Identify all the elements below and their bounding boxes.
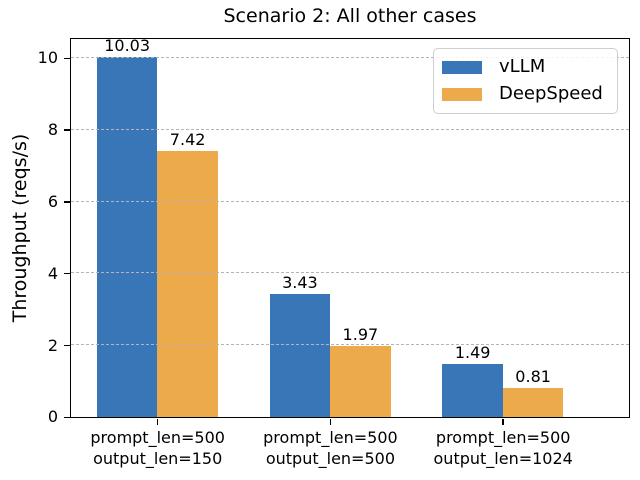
x-tick-mark [156, 418, 159, 425]
bar-deepspeed-0 [157, 150, 218, 417]
y-tick-mark [64, 344, 70, 347]
legend-swatch-vllm [442, 60, 482, 74]
bar-value-label: 0.81 [515, 366, 551, 386]
legend-item-vllm: vLLM [442, 57, 603, 77]
gridline-y-8 [71, 128, 629, 130]
legend: vLLM DeepSpeed [433, 48, 618, 114]
bar-vllm-0 [96, 56, 158, 417]
legend-label: DeepSpeed [499, 83, 603, 104]
bar-value-label: 1.97 [342, 325, 379, 345]
y-axis-label: Throughput (reqs/s) [9, 133, 31, 323]
y-tick-label-10: 10 [37, 48, 58, 68]
x-tick-label-1: prompt_len=500 output_len=500 [263, 427, 398, 468]
bar-deepspeed-2 [502, 387, 564, 417]
bar-value-label: 1.49 [454, 342, 491, 362]
legend-swatch-deepspeed [442, 87, 482, 101]
gridline-y-4 [71, 272, 629, 274]
y-tick-label-2: 2 [47, 335, 58, 355]
legend-item-deepspeed: DeepSpeed [442, 84, 603, 104]
y-tick-label-4: 4 [47, 263, 58, 283]
y-tick-mark [64, 129, 70, 131]
y-tick-mark [64, 416, 70, 419]
x-tick-mark [502, 418, 504, 425]
bar-value-label: 7.42 [169, 129, 206, 149]
x-tick-label-2: prompt_len=500 output_len=1024 [433, 427, 573, 468]
y-tick-label-0: 0 [47, 407, 58, 427]
y-tick-label-6: 6 [47, 191, 58, 211]
y-tick-mark [64, 57, 70, 60]
bar-deepspeed-1 [330, 346, 391, 417]
gridline-y-2 [71, 344, 629, 346]
plot-area: 10.03 7.42 3.43 1.97 1.49 0.81 [70, 35, 630, 418]
bar-value-label: 3.43 [282, 272, 318, 292]
gridline-y-6 [71, 200, 629, 202]
gridline-y-10 [71, 57, 629, 59]
x-tick-label-0: prompt_len=500 output_len=150 [90, 427, 225, 468]
y-tick-label-8: 8 [47, 120, 58, 140]
y-tick-mark [64, 201, 70, 203]
bar-vllm-1 [269, 293, 331, 417]
legend-label: vLLM [499, 56, 546, 77]
bar-vllm-2 [442, 363, 503, 417]
chart-title: Scenario 2: All other cases [223, 5, 477, 27]
bar-value-label: 10.03 [104, 35, 151, 55]
y-tick-mark [64, 272, 70, 275]
x-tick-mark [329, 418, 332, 425]
